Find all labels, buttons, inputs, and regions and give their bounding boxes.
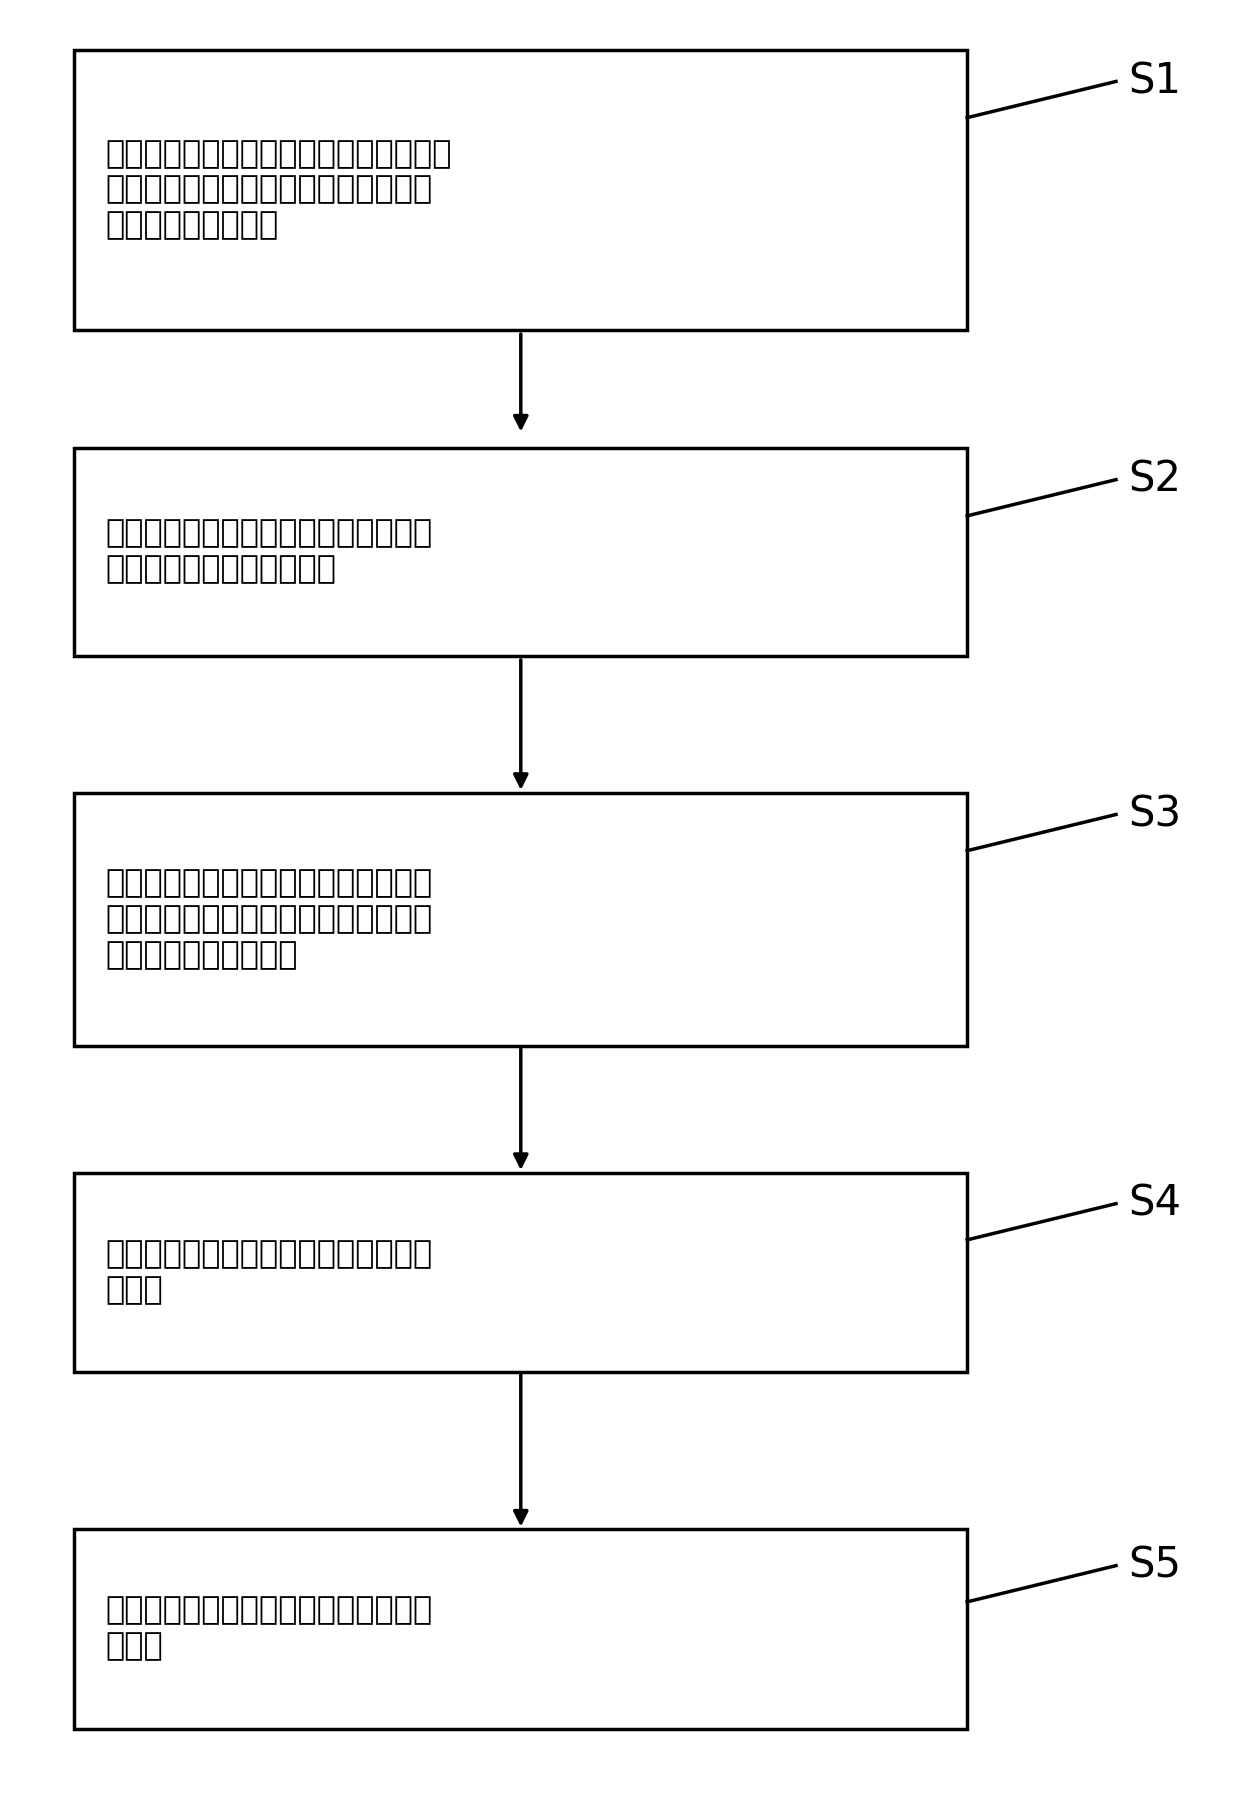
Text: 根据检测的网格数据和研究区域地形图
等高线方法绘制污染的等浓度曲线，确
定各污染源的影响范围: 根据检测的网格数据和研究区域地形图 等高线方法绘制污染的等浓度曲线，确 定各污染… [105,869,433,970]
Bar [74,49,967,329]
Bar [74,449,967,657]
Text: 根据等浓度曲线和浓度变化梯度建立污
染模型: 根据等浓度曲线和浓度变化梯度建立污 染模型 [105,1240,433,1305]
Text: S3: S3 [1128,793,1182,836]
Text: 根据研究区域的环境因素，划分网格，
在网格上检测大气污染程度: 根据研究区域的环境因素，划分网格， 在网格上检测大气污染程度 [105,519,433,585]
Bar [74,793,967,1046]
Text: S5: S5 [1128,1544,1182,1587]
Bar [74,1529,967,1729]
Text: 针对研究区域，模拟选定时刻的气象场，
选定时刻之后，并对预测气象仓，测量
得到时刻的气象信息: 针对研究区域，模拟选定时刻的气象场， 选定时刻之后，并对预测气象仓，测量 得到时… [105,139,451,241]
Text: S4: S4 [1128,1182,1182,1225]
Bar [74,1173,967,1372]
Text: S1: S1 [1128,60,1182,103]
Text: 根据污染模型评价研究区域内的大气污
染程度: 根据污染模型评价研究区域内的大气污 染程度 [105,1596,433,1662]
Text: S2: S2 [1128,458,1182,501]
